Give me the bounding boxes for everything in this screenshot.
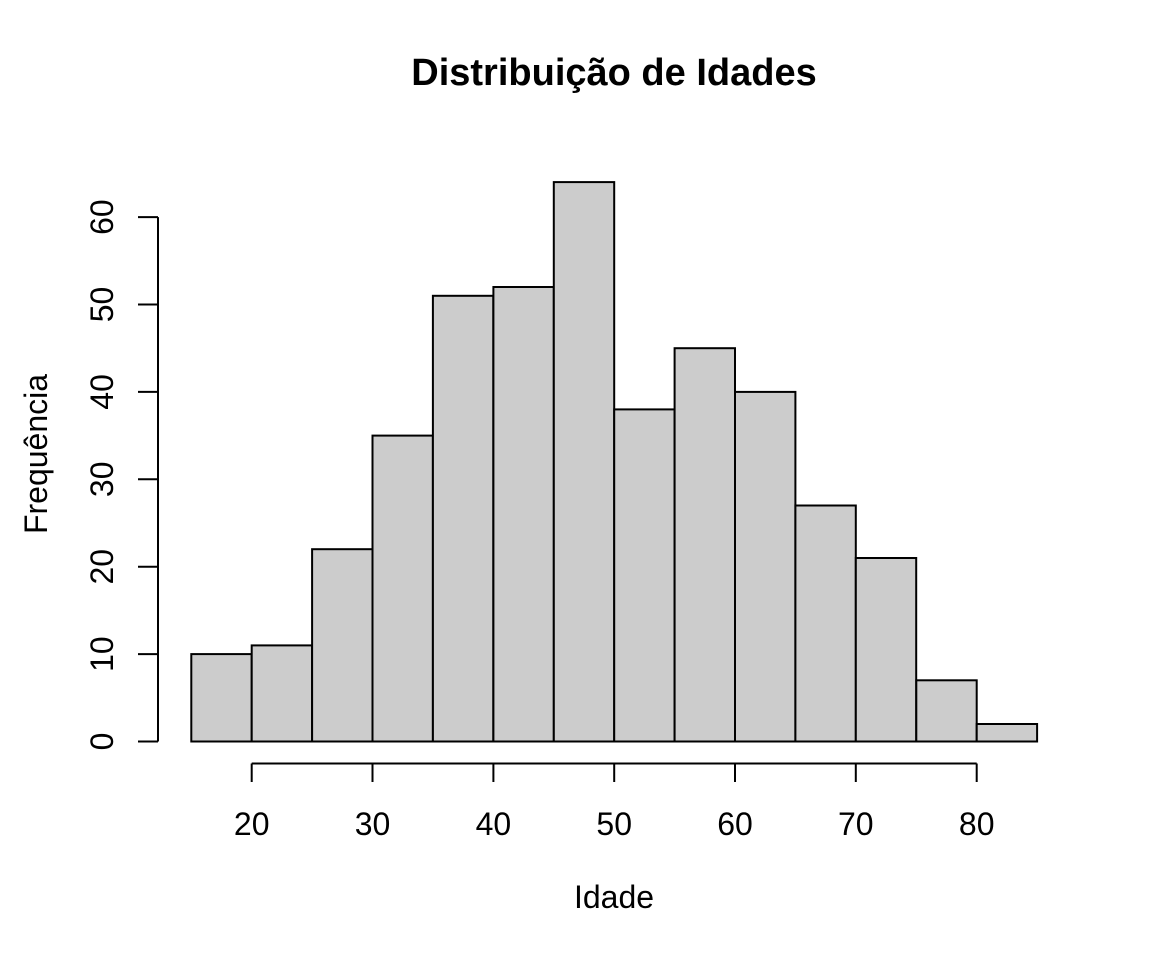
y-tick-label: 50 (84, 287, 120, 323)
histogram-bar (915, 679, 978, 743)
x-tick-label: 30 (355, 806, 391, 842)
y-tick-label: 20 (84, 549, 120, 585)
histogram-bar (975, 723, 1039, 743)
x-axis-label: Idade (573, 879, 655, 915)
histogram-bar (854, 557, 918, 743)
x-tick-label: 60 (717, 806, 753, 842)
y-tick-label: 0 (84, 733, 120, 751)
histogram-bar (552, 181, 616, 743)
y-tick-label: 30 (84, 462, 120, 498)
histogram-bar (190, 653, 253, 743)
chart-title: Distribuição de Idades (411, 52, 817, 94)
x-tick-label: 50 (596, 806, 632, 842)
histogram-bar (371, 434, 434, 743)
histogram-bar (673, 347, 736, 743)
histogram-bar (734, 390, 797, 743)
x-tick-label: 20 (234, 806, 270, 842)
y-tick-label: 40 (84, 374, 120, 410)
histogram-bar (311, 548, 374, 743)
histogram-bar (492, 286, 555, 743)
y-tick-label: 10 (84, 636, 120, 672)
histogram-bar (794, 504, 857, 743)
histogram-bar (250, 644, 314, 743)
histogram-bar (431, 294, 495, 743)
y-tick-label: 60 (84, 199, 120, 235)
x-tick-label: 40 (476, 806, 512, 842)
x-tick-label: 80 (959, 806, 995, 842)
x-tick-label: 70 (838, 806, 874, 842)
histogram-bar (613, 408, 676, 743)
